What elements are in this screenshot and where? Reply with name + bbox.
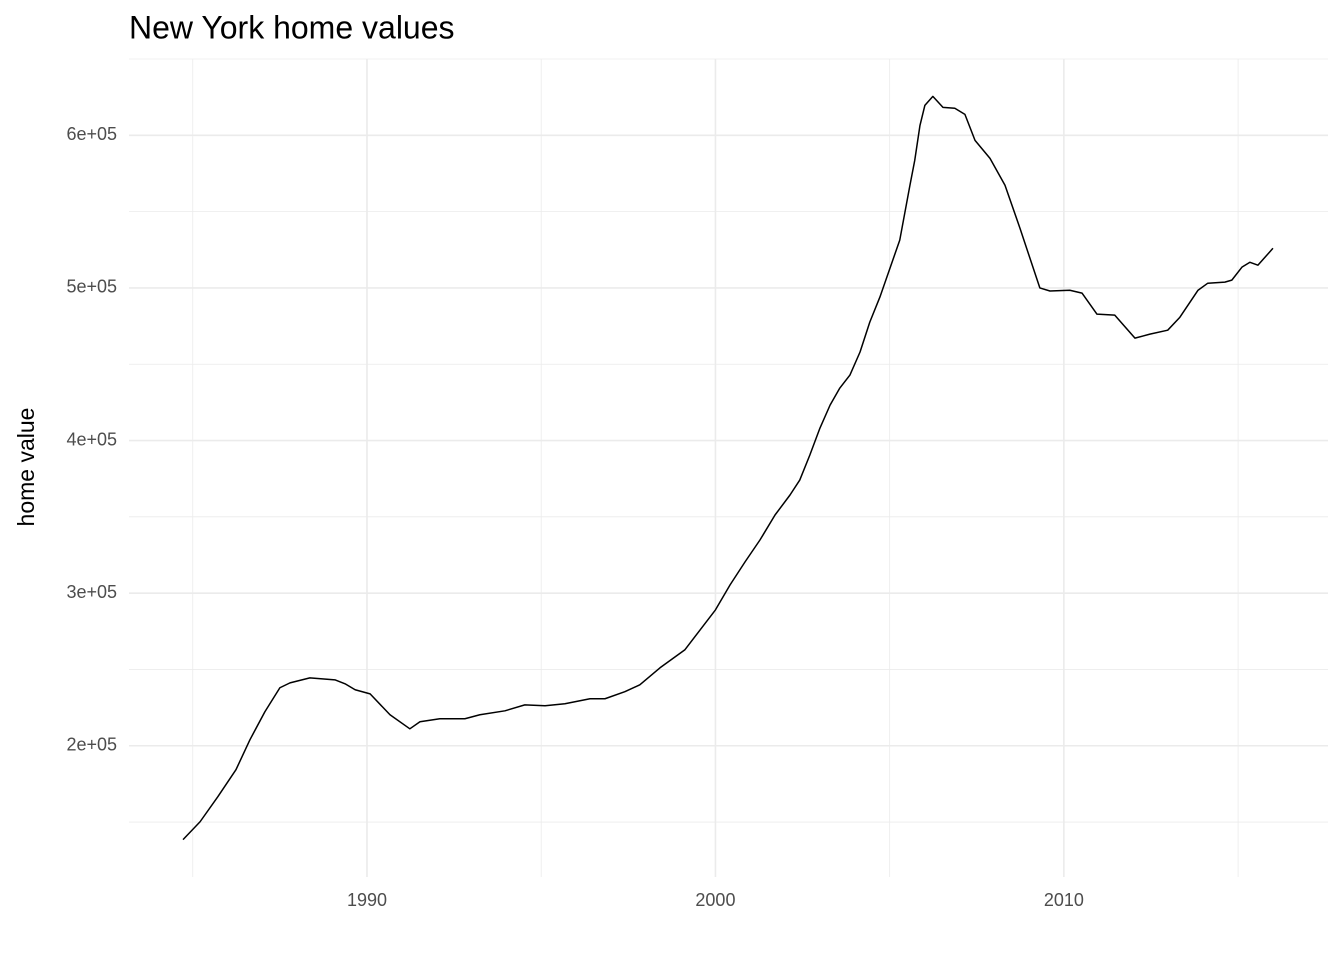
y-tick-label: 4e+05: [66, 429, 117, 449]
chart-title: New York home values: [129, 9, 455, 45]
x-tick-label: 2000: [695, 890, 735, 910]
x-tick-label: 1990: [347, 890, 387, 910]
y-tick-label: 6e+05: [66, 124, 117, 144]
y-tick-label: 2e+05: [66, 735, 117, 755]
y-tick-label: 5e+05: [66, 277, 117, 297]
y-axis-label: home value: [13, 408, 39, 527]
y-tick-label: 3e+05: [66, 582, 117, 602]
x-tick-label: 2010: [1044, 890, 1084, 910]
line: [182, 95, 1274, 841]
